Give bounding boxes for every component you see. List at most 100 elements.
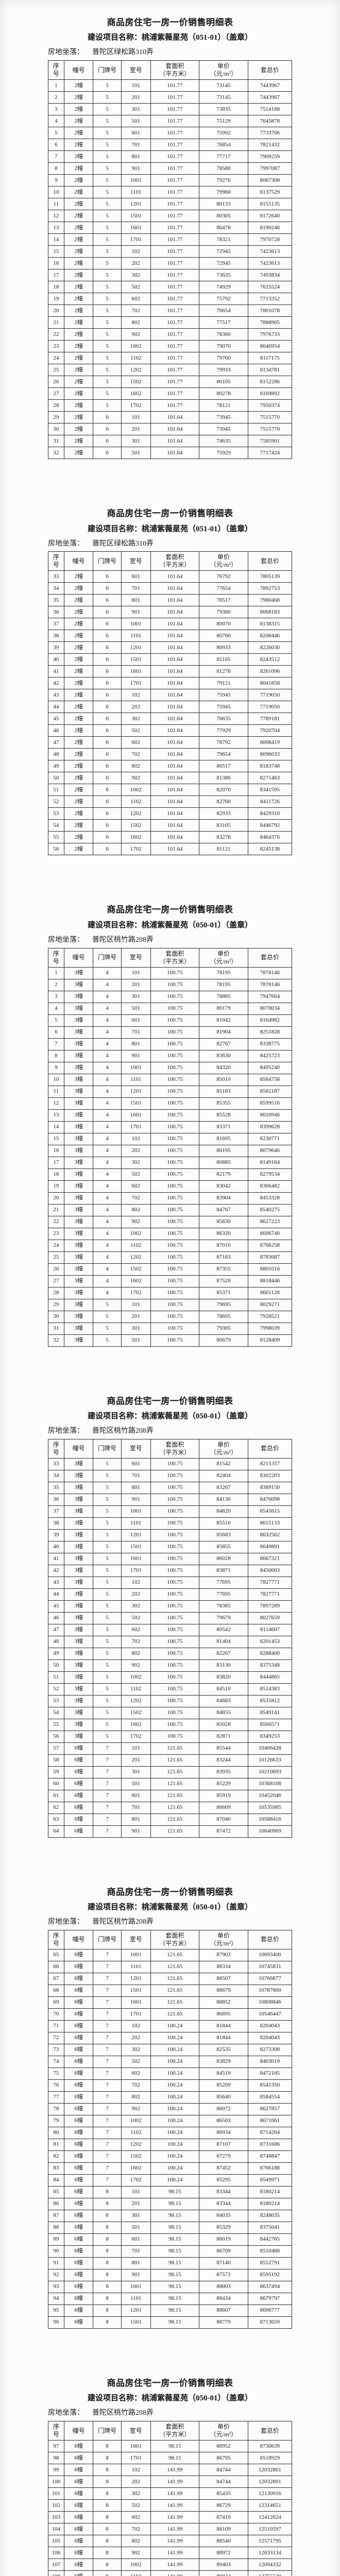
cell-total-price: 8545615 [247,1505,293,1518]
cell-unit-price: 79960 [199,186,248,199]
cell-door: 8 [93,2257,122,2269]
cell-area: 101.77 [150,103,200,116]
cell-seq: 88 [48,2221,64,2234]
cell-total-price: 8595192 [247,2268,293,2281]
col-header-room: 室号 [121,947,151,968]
col-header-room: 室号 [121,1438,151,1459]
cell-door: 7 [93,2174,122,2187]
cell-area: 100.75 [150,1517,200,1530]
cell-building: 2幢 [63,79,94,92]
cell-room: 502 [121,724,151,737]
cell-room: 801 [121,1038,151,1050]
cell-seq: 103 [48,2511,64,2524]
cell-unit-price: 77695 [199,1576,248,1589]
cell-area: 100.75 [150,1564,200,1577]
cell-unit-price: 87419 [199,2511,248,2524]
table-row: 8 2幢 5 901 101.77 78580 7997087 [48,162,293,175]
cell-room: 902 [121,2547,151,2560]
cell-total-price: 7928521 [247,1310,293,1323]
cell-total-price: 8584554 [247,2091,293,2104]
cell-unit-price: 84683 [199,1694,248,1707]
cell-room: 301 [121,1766,151,1778]
cell-unit-price: 85355 [199,1097,248,1110]
cell-total-price: 10808846 [247,1996,293,2009]
table-row: 107 6幢 8 1002 141.99 89403 12694332 [48,2558,293,2571]
cell-area: 100.75 [150,1002,200,1015]
cell-building: 2幢 [63,630,94,642]
cell-unit-price: 88434 [199,2292,248,2305]
cell-area: 100.24 [150,2114,200,2127]
cell-door: 5 [93,162,122,175]
table-row: 12 2幢 5 1501 101.77 80305 8172640 [48,210,293,223]
cell-total-price: 7980468 [247,594,293,607]
cell-area: 101.64 [150,760,200,773]
cell-area: 100.75 [150,1085,200,1098]
cell-room: 702 [121,1192,151,1205]
cell-area: 121.65 [150,1960,200,1973]
page-2: 商品房住宅一房一价销售明细表 建设项目名称：桃浦紫薇星苑（051-01）（盖章） 房… [48,509,293,856]
cell-area: 100.75 [150,1310,200,1323]
cell-room: 801 [121,1813,151,1826]
cell-building: 6幢 [63,1766,94,1778]
cell-room: 101 [121,79,151,92]
cell-area: 100.75 [150,1718,200,1731]
cell-seq: 23 [48,340,64,353]
cell-unit-price: 85630 [199,1215,248,1228]
cell-building: 6幢 [63,2292,94,2305]
cell-total-price: 8180214 [247,2197,293,2210]
cell-door: 4 [93,1061,122,1074]
table-row: 32 2幢 6 501 101.64 75929 7717424 [48,447,293,460]
cell-building: 3幢 [63,1322,94,1335]
cell-unit-price: 84130 [199,1493,248,1506]
cell-unit-price: 83630 [199,1049,248,1062]
cell-seq: 3 [48,990,64,1003]
cell-seq: 62 [48,1801,64,1814]
cell-total-price: 12032801 [247,2464,293,2477]
cell-building: 6幢 [63,1984,94,1997]
cell-door: 6 [93,570,122,583]
cell-door: 7 [93,2031,122,2044]
table-row: 27 2幢 5 1602 101.77 80278 8169892 [48,387,293,400]
cell-room: 1702 [121,843,151,856]
cell-total-price: 8671061 [247,2114,293,2127]
cell-room: 202 [121,1588,151,1601]
location-line: 房地坐落： 普陀区桃竹路208弄 [48,2409,292,2418]
cell-area: 101.64 [150,713,200,725]
table-row: 8 3幢 4 901 100.75 83630 8425723 [48,1049,293,1062]
cell-unit-price: 80133 [199,198,248,211]
cell-seq: 27 [48,387,64,400]
cell-area: 101.77 [150,150,200,163]
cell-door: 8 [93,2476,122,2488]
cell-building: 3幢 [63,967,94,979]
cell-seq: 54 [48,819,64,832]
cell-room: 1002 [121,1227,151,1240]
cell-building: 2幢 [63,186,94,199]
cell-door: 6 [93,594,122,607]
cell-unit-price: 79070 [199,340,248,353]
cell-seq: 40 [48,1540,64,1553]
cell-unit-price: 80478 [199,222,248,234]
cell-door: 8 [93,2280,122,2293]
cell-room: 301 [121,435,151,448]
cell-total-price: 8230771 [247,1132,293,1145]
cell-room: 1602 [121,387,151,400]
table-row: 20 2幢 5 702 101.77 76654 7801078 [48,304,293,317]
cell-unit-price: 87010 [199,1239,248,1252]
cell-unit-price: 83871 [199,1564,248,1577]
cell-area: 121.65 [150,1813,200,1826]
cell-unit-price: 85010 [199,1073,248,1086]
cell-building: 2幢 [63,582,94,595]
cell-door: 7 [93,2067,122,2080]
cell-building: 3幢 [63,1049,94,1062]
cell-door: 4 [93,1275,122,1287]
cell-seq: 95 [48,2304,64,2317]
cell-door: 4 [93,1026,122,1039]
cell-room: 101 [121,1298,151,1311]
cell-area: 101.77 [150,387,200,400]
cell-room: 602 [121,736,151,749]
cell-unit-price: 80885 [199,1156,248,1169]
table-row: 68 6幢 7 1501 121.65 88679 10787800 [48,1984,293,1997]
table-row: 57 6幢 7 101 121.65 85544 10406428 [48,1742,293,1755]
cell-total-price: 10787800 [247,1984,293,1997]
table-row: 16 3幢 4 202 100.75 80195 8079646 [48,1144,293,1157]
